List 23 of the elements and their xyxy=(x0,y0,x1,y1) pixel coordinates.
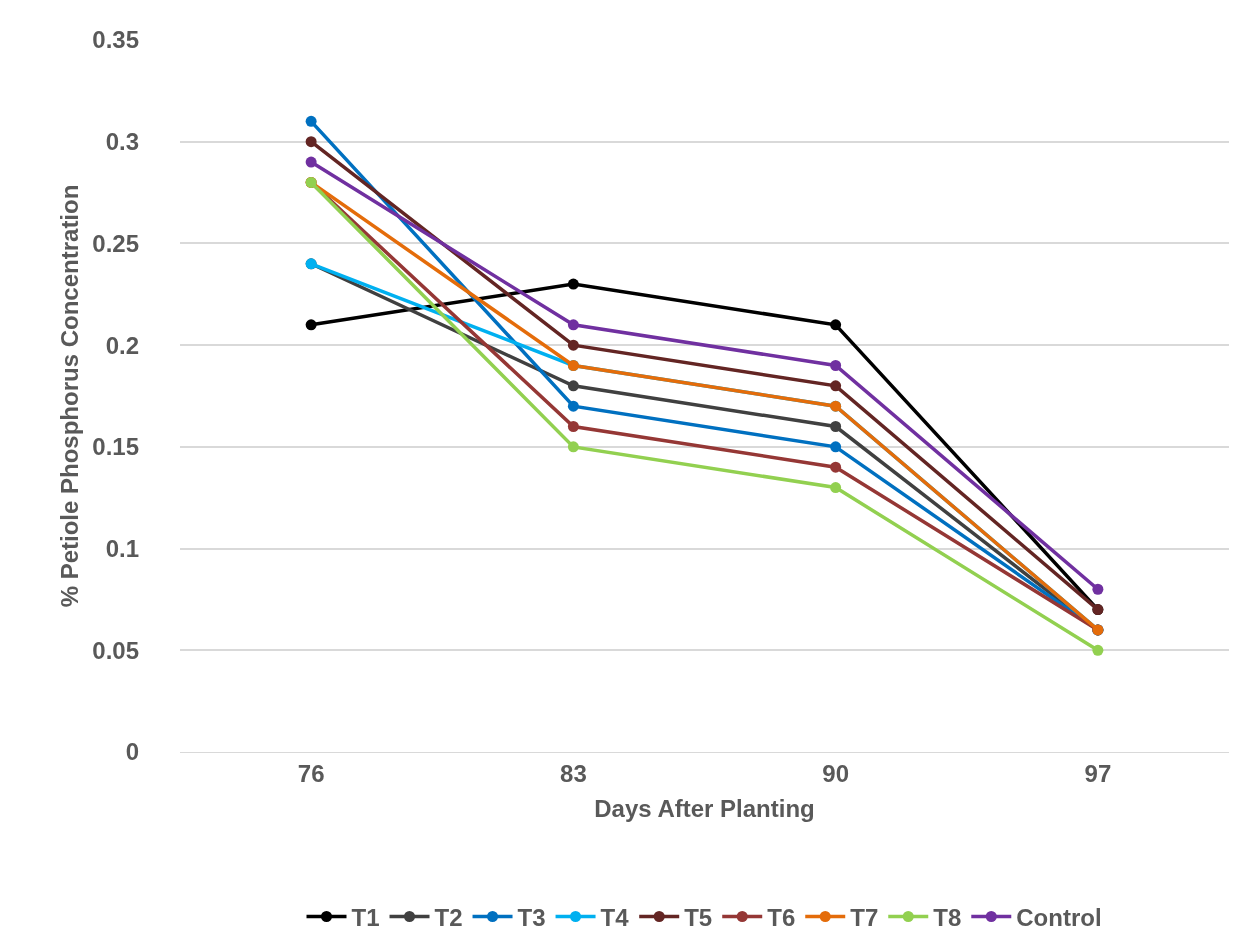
legend-label: Control xyxy=(1016,903,1102,931)
legend-label: T4 xyxy=(600,903,630,931)
y-tick-label: 0.25 xyxy=(92,229,139,257)
y-tick-label: 0 xyxy=(125,738,139,766)
x-axis-title: Days After Planting xyxy=(594,795,815,823)
y-tick-label: 0.05 xyxy=(92,636,139,664)
legend-label: T7 xyxy=(850,903,879,931)
legend-label: T6 xyxy=(767,903,796,931)
x-tick-label: 90 xyxy=(822,759,849,787)
y-tick-label: 0.35 xyxy=(92,26,139,54)
legend-label: T8 xyxy=(933,903,962,931)
legend-label: T5 xyxy=(684,903,713,931)
x-tick-label: 76 xyxy=(297,759,325,787)
legend-label: T2 xyxy=(434,903,463,931)
legend-label: T3 xyxy=(517,903,546,931)
y-tick-label: 0.3 xyxy=(105,128,139,156)
legend-label: T1 xyxy=(351,903,380,931)
y-axis-title: % Petiole Phosphorus Concentration xyxy=(56,184,84,608)
y-tick-label: 0.15 xyxy=(92,433,139,461)
x-tick-label: 83 xyxy=(560,759,587,787)
x-tick-label: 97 xyxy=(1084,759,1112,787)
y-tick-label: 0.1 xyxy=(105,534,139,562)
y-tick-label: 0.2 xyxy=(105,331,139,359)
